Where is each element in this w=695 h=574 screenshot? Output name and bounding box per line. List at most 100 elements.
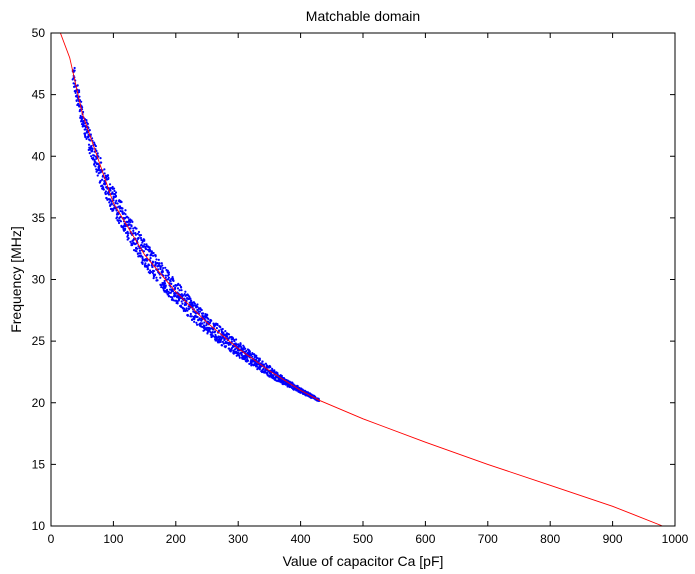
scatter-point xyxy=(93,158,96,162)
scatter-point xyxy=(217,329,221,332)
scatter-point xyxy=(192,304,195,307)
scatter-point xyxy=(81,125,85,128)
scatter-point xyxy=(143,243,146,246)
scatter-point xyxy=(144,262,147,265)
scatter-point xyxy=(262,367,265,370)
scatter-point xyxy=(132,232,135,235)
y-tick-label: 30 xyxy=(32,273,46,287)
scatter-point xyxy=(134,233,137,236)
scatter-point xyxy=(130,224,133,227)
scatter-point xyxy=(177,282,180,285)
scatter-point xyxy=(151,254,155,257)
scatter-point xyxy=(200,308,203,312)
scatter-point xyxy=(131,220,134,223)
ticks-layer: 0 100 200 300 400 500 600 700 800 900 1000 10 15 20 25… xyxy=(32,26,689,546)
scatter-point xyxy=(78,105,81,108)
scatter-point xyxy=(114,191,118,194)
scatter-point xyxy=(164,276,167,279)
scatter-point xyxy=(227,343,230,346)
y-tick-label: 40 xyxy=(32,149,46,163)
scatter-point xyxy=(178,284,182,287)
scatter-point xyxy=(104,192,107,196)
scatter-point xyxy=(176,302,179,305)
scatter-point xyxy=(248,350,252,353)
scatter-point xyxy=(184,290,187,293)
x-tick-label: 900 xyxy=(603,532,623,546)
scatter-point xyxy=(129,221,132,224)
scatter-point xyxy=(135,247,139,250)
scatter-point xyxy=(203,325,206,328)
scatter-point xyxy=(258,358,261,362)
scatter-point xyxy=(157,258,160,261)
scatter-point xyxy=(104,190,108,193)
scatter-point xyxy=(169,291,172,294)
scatter-point xyxy=(78,90,81,94)
scatter-point xyxy=(159,267,162,271)
scatter-point xyxy=(225,335,229,338)
scatter-point xyxy=(127,216,130,219)
scatter-point xyxy=(167,271,171,274)
scatter-point xyxy=(102,188,105,191)
scatter-point xyxy=(180,293,183,296)
scatter-point xyxy=(245,349,248,353)
scatter-point xyxy=(156,279,159,282)
scatter-point xyxy=(128,223,131,226)
scatter-point xyxy=(112,187,116,190)
scatter-point xyxy=(112,209,115,212)
x-tick-label: 300 xyxy=(228,532,248,546)
plot-frame xyxy=(50,32,676,527)
scatter-point xyxy=(92,154,96,157)
scatter-point xyxy=(84,128,87,131)
scatter-point xyxy=(215,338,218,341)
scatter-point xyxy=(121,210,124,213)
scatter-point xyxy=(161,270,164,273)
scatter-point xyxy=(231,337,235,340)
scatter-point xyxy=(111,185,114,189)
scatter-point xyxy=(106,175,109,178)
scatter-point xyxy=(131,243,134,247)
scatter-point xyxy=(163,279,166,283)
scatter-point xyxy=(104,176,108,179)
scatter-point xyxy=(185,307,188,310)
scatter-point xyxy=(203,321,206,324)
scatter-point xyxy=(104,183,107,186)
scatter-point xyxy=(159,283,163,287)
scatter-point xyxy=(171,290,175,293)
scatter-point xyxy=(148,246,151,249)
scatter-point xyxy=(221,340,225,343)
x-tick-label: 400 xyxy=(291,532,311,546)
scatter-point xyxy=(255,354,258,358)
scatter-point xyxy=(160,285,163,289)
scatter-point xyxy=(135,227,138,230)
scatter-point xyxy=(244,347,247,350)
scatter-point xyxy=(185,303,188,306)
scatter-point xyxy=(141,262,144,266)
scatter-point xyxy=(273,369,276,372)
x-tick-label: 700 xyxy=(478,532,498,546)
y-tick-label: 10 xyxy=(32,519,46,533)
scatter-point xyxy=(92,157,95,160)
scatter-point xyxy=(124,213,127,216)
scatter-point xyxy=(146,253,149,256)
scatter-point xyxy=(248,352,252,355)
scatter-point xyxy=(233,338,236,342)
scatter-point xyxy=(190,315,193,318)
scatter-point xyxy=(107,177,110,181)
scatter-point xyxy=(165,291,168,294)
scatter-point xyxy=(198,317,201,320)
scatter-point xyxy=(219,326,222,329)
scatter-point xyxy=(123,228,127,231)
scatter-point xyxy=(189,312,192,316)
y-axis-title: Frequency [MHz] xyxy=(8,226,24,333)
scatter-point xyxy=(76,84,79,87)
scatter-point xyxy=(189,299,193,302)
scatter-point xyxy=(150,250,153,253)
scatter-point xyxy=(87,143,91,146)
scatter-point xyxy=(169,280,172,283)
scatter-point xyxy=(92,141,96,144)
scatter-point xyxy=(140,254,143,257)
scatter-point xyxy=(155,258,158,261)
scatter-point xyxy=(236,351,240,354)
scatter-point xyxy=(238,356,241,359)
scatter-point xyxy=(77,89,81,92)
